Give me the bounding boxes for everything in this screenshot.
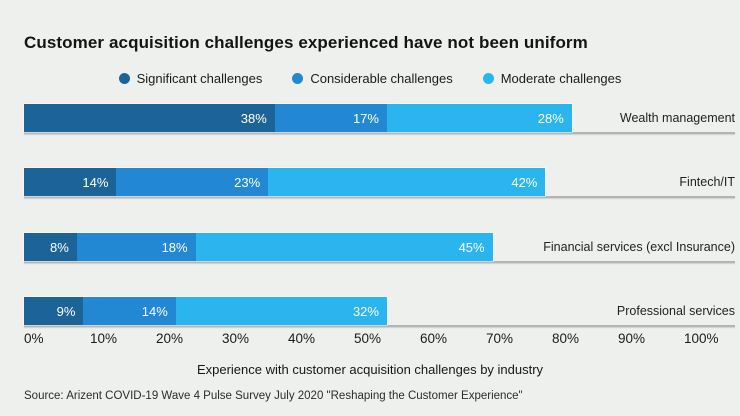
legend-label: Significant challenges — [136, 71, 263, 86]
axis-tick-label: 40% — [288, 331, 316, 346]
axis-tick-label: 80% — [552, 331, 580, 346]
axis-tick-label: 90% — [618, 331, 646, 346]
bar-segment: 42% — [268, 168, 546, 196]
bar-segment: 45% — [195, 233, 493, 261]
legend: Significant challenges Considerable chall… — [0, 71, 740, 86]
bar-value-label: 23% — [234, 174, 261, 190]
bar-value-label: 9% — [56, 303, 76, 319]
bar-value-label: 18% — [161, 239, 188, 255]
row-baseline — [24, 325, 735, 327]
legend-item: Considerable challenges — [292, 71, 453, 86]
axis-tick-label: 70% — [486, 331, 514, 346]
legend-label: Considerable challenges — [310, 71, 453, 86]
category-label: Wealth management — [619, 111, 735, 125]
bar-value-label: 28% — [537, 110, 564, 126]
legend-dot-icon — [292, 73, 304, 84]
stacked-bar: 14% 23% 42% — [24, 168, 546, 196]
bar-row: 14% 23% 42% Fintech/IT — [24, 168, 735, 199]
category-label: Fintech/IT — [679, 175, 735, 189]
bar-segment: 32% — [175, 297, 387, 325]
stacked-bar: 9% 14% 32% — [24, 297, 387, 325]
axis-tick-label: 100% — [684, 331, 719, 346]
source-note: Source: Arizent COVID-19 Wave 4 Pulse Su… — [24, 390, 523, 402]
bar-segment: 38% — [24, 104, 275, 132]
row-baseline — [24, 196, 735, 198]
bar-segment: 17% — [274, 104, 387, 132]
row-baseline — [24, 132, 735, 134]
bar-segment: 14% — [24, 168, 117, 196]
legend-item: Moderate challenges — [482, 71, 622, 86]
chart-title: Customer acquisition challenges experien… — [24, 33, 588, 52]
bar-value-label: 45% — [458, 239, 485, 255]
category-label: Professional services — [616, 304, 735, 318]
bar-segment: 14% — [83, 297, 176, 325]
row-baseline — [24, 261, 735, 263]
category-label: Financial services (excl Insurance) — [543, 240, 735, 254]
bar-segment: 8% — [24, 233, 77, 261]
bar-value-label: 14% — [141, 303, 168, 319]
bar-value-label: 17% — [352, 110, 379, 126]
axis-tick-label: 60% — [420, 331, 448, 346]
bar-value-label: 8% — [50, 239, 69, 255]
stacked-bar: 38% 17% 28% — [24, 104, 572, 132]
bar-value-label: 14% — [82, 174, 109, 190]
bar-row: 9% 14% 32% Professional services — [24, 297, 735, 328]
stacked-bar: 8% 18% 45% — [24, 233, 493, 261]
axis-tick-label: 0% — [24, 331, 44, 346]
legend-item: Significant challenges — [118, 71, 263, 86]
axis-tick-label: 30% — [222, 331, 250, 346]
bar-value-label: 42% — [511, 174, 538, 190]
bar-row: 8% 18% 45% Financial services (excl Insuran… — [24, 233, 735, 264]
bar-row: 38% 17% 28% Wealth management — [24, 104, 735, 135]
axis-title: Experience with customer acquisition cha… — [196, 362, 544, 377]
axis-tick-label: 10% — [90, 331, 118, 346]
legend-label: Moderate challenges — [500, 71, 622, 86]
bar-value-label: 32% — [352, 303, 379, 319]
bar-value-label: 38% — [240, 110, 267, 126]
bar-segment: 9% — [24, 297, 84, 325]
bar-segment: 18% — [76, 233, 196, 261]
axis-tick-label: 50% — [354, 331, 382, 346]
bar-segment: 28% — [386, 104, 572, 132]
legend-dot-icon — [118, 73, 130, 84]
axis-tick-label: 20% — [156, 331, 184, 346]
legend-dot-icon — [482, 73, 494, 84]
bar-segment: 23% — [116, 168, 269, 196]
